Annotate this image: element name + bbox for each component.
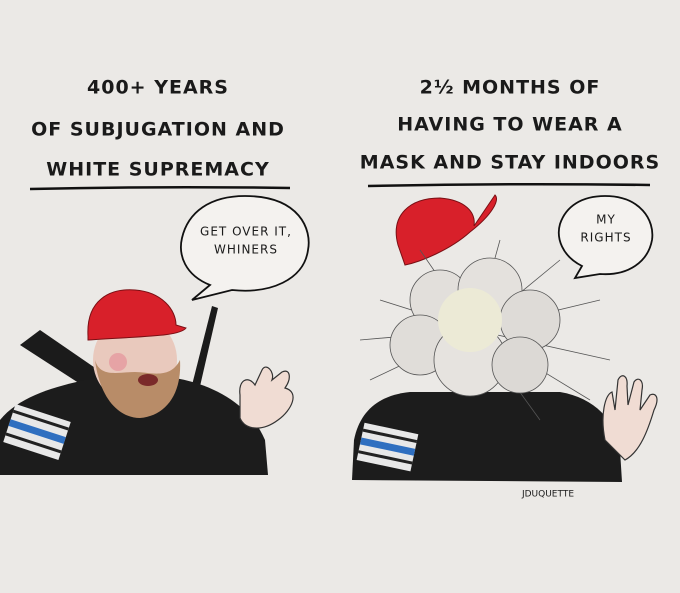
- mouth: [138, 374, 158, 386]
- left-panel: 400+ YEARS OF SUBJUGATION AND WHITE SUPR…: [0, 77, 310, 475]
- red-cap: [395, 194, 497, 266]
- beard: [95, 360, 181, 418]
- speech-text: MY: [596, 213, 616, 227]
- rifle-barrel: [190, 306, 218, 395]
- underline: [29, 185, 291, 191]
- caption-line: WHITE SUPREMACY: [46, 159, 269, 181]
- cheek: [109, 353, 127, 371]
- red-cap: [87, 289, 187, 341]
- hand: [239, 366, 294, 429]
- body: [352, 392, 622, 482]
- caption-line: HAVING TO WEAR A: [397, 114, 623, 136]
- caption-line: 400+ YEARS: [87, 77, 229, 99]
- body: [0, 378, 268, 475]
- caption-line: OF SUBJUGATION AND: [31, 119, 285, 141]
- caption-line: 2½ MONTHS OF: [420, 77, 601, 99]
- flag-patch: [356, 422, 419, 472]
- speech-text: WHINERS: [214, 243, 278, 257]
- explosion: [359, 239, 611, 421]
- speech-text: RIGHTS: [580, 231, 631, 245]
- signature: JDUQUETTE: [521, 490, 574, 500]
- speech-bubble: [558, 195, 654, 280]
- flag-patch: [3, 404, 71, 460]
- speech-bubble: [180, 195, 310, 301]
- underline: [367, 182, 651, 188]
- speech-text: GET OVER IT,: [200, 225, 292, 239]
- right-panel: 2½ MONTHS OF HAVING TO WEAR A MASK AND S…: [352, 77, 660, 500]
- hand: [602, 375, 658, 461]
- caption-line: MASK AND STAY INDOORS: [360, 152, 660, 174]
